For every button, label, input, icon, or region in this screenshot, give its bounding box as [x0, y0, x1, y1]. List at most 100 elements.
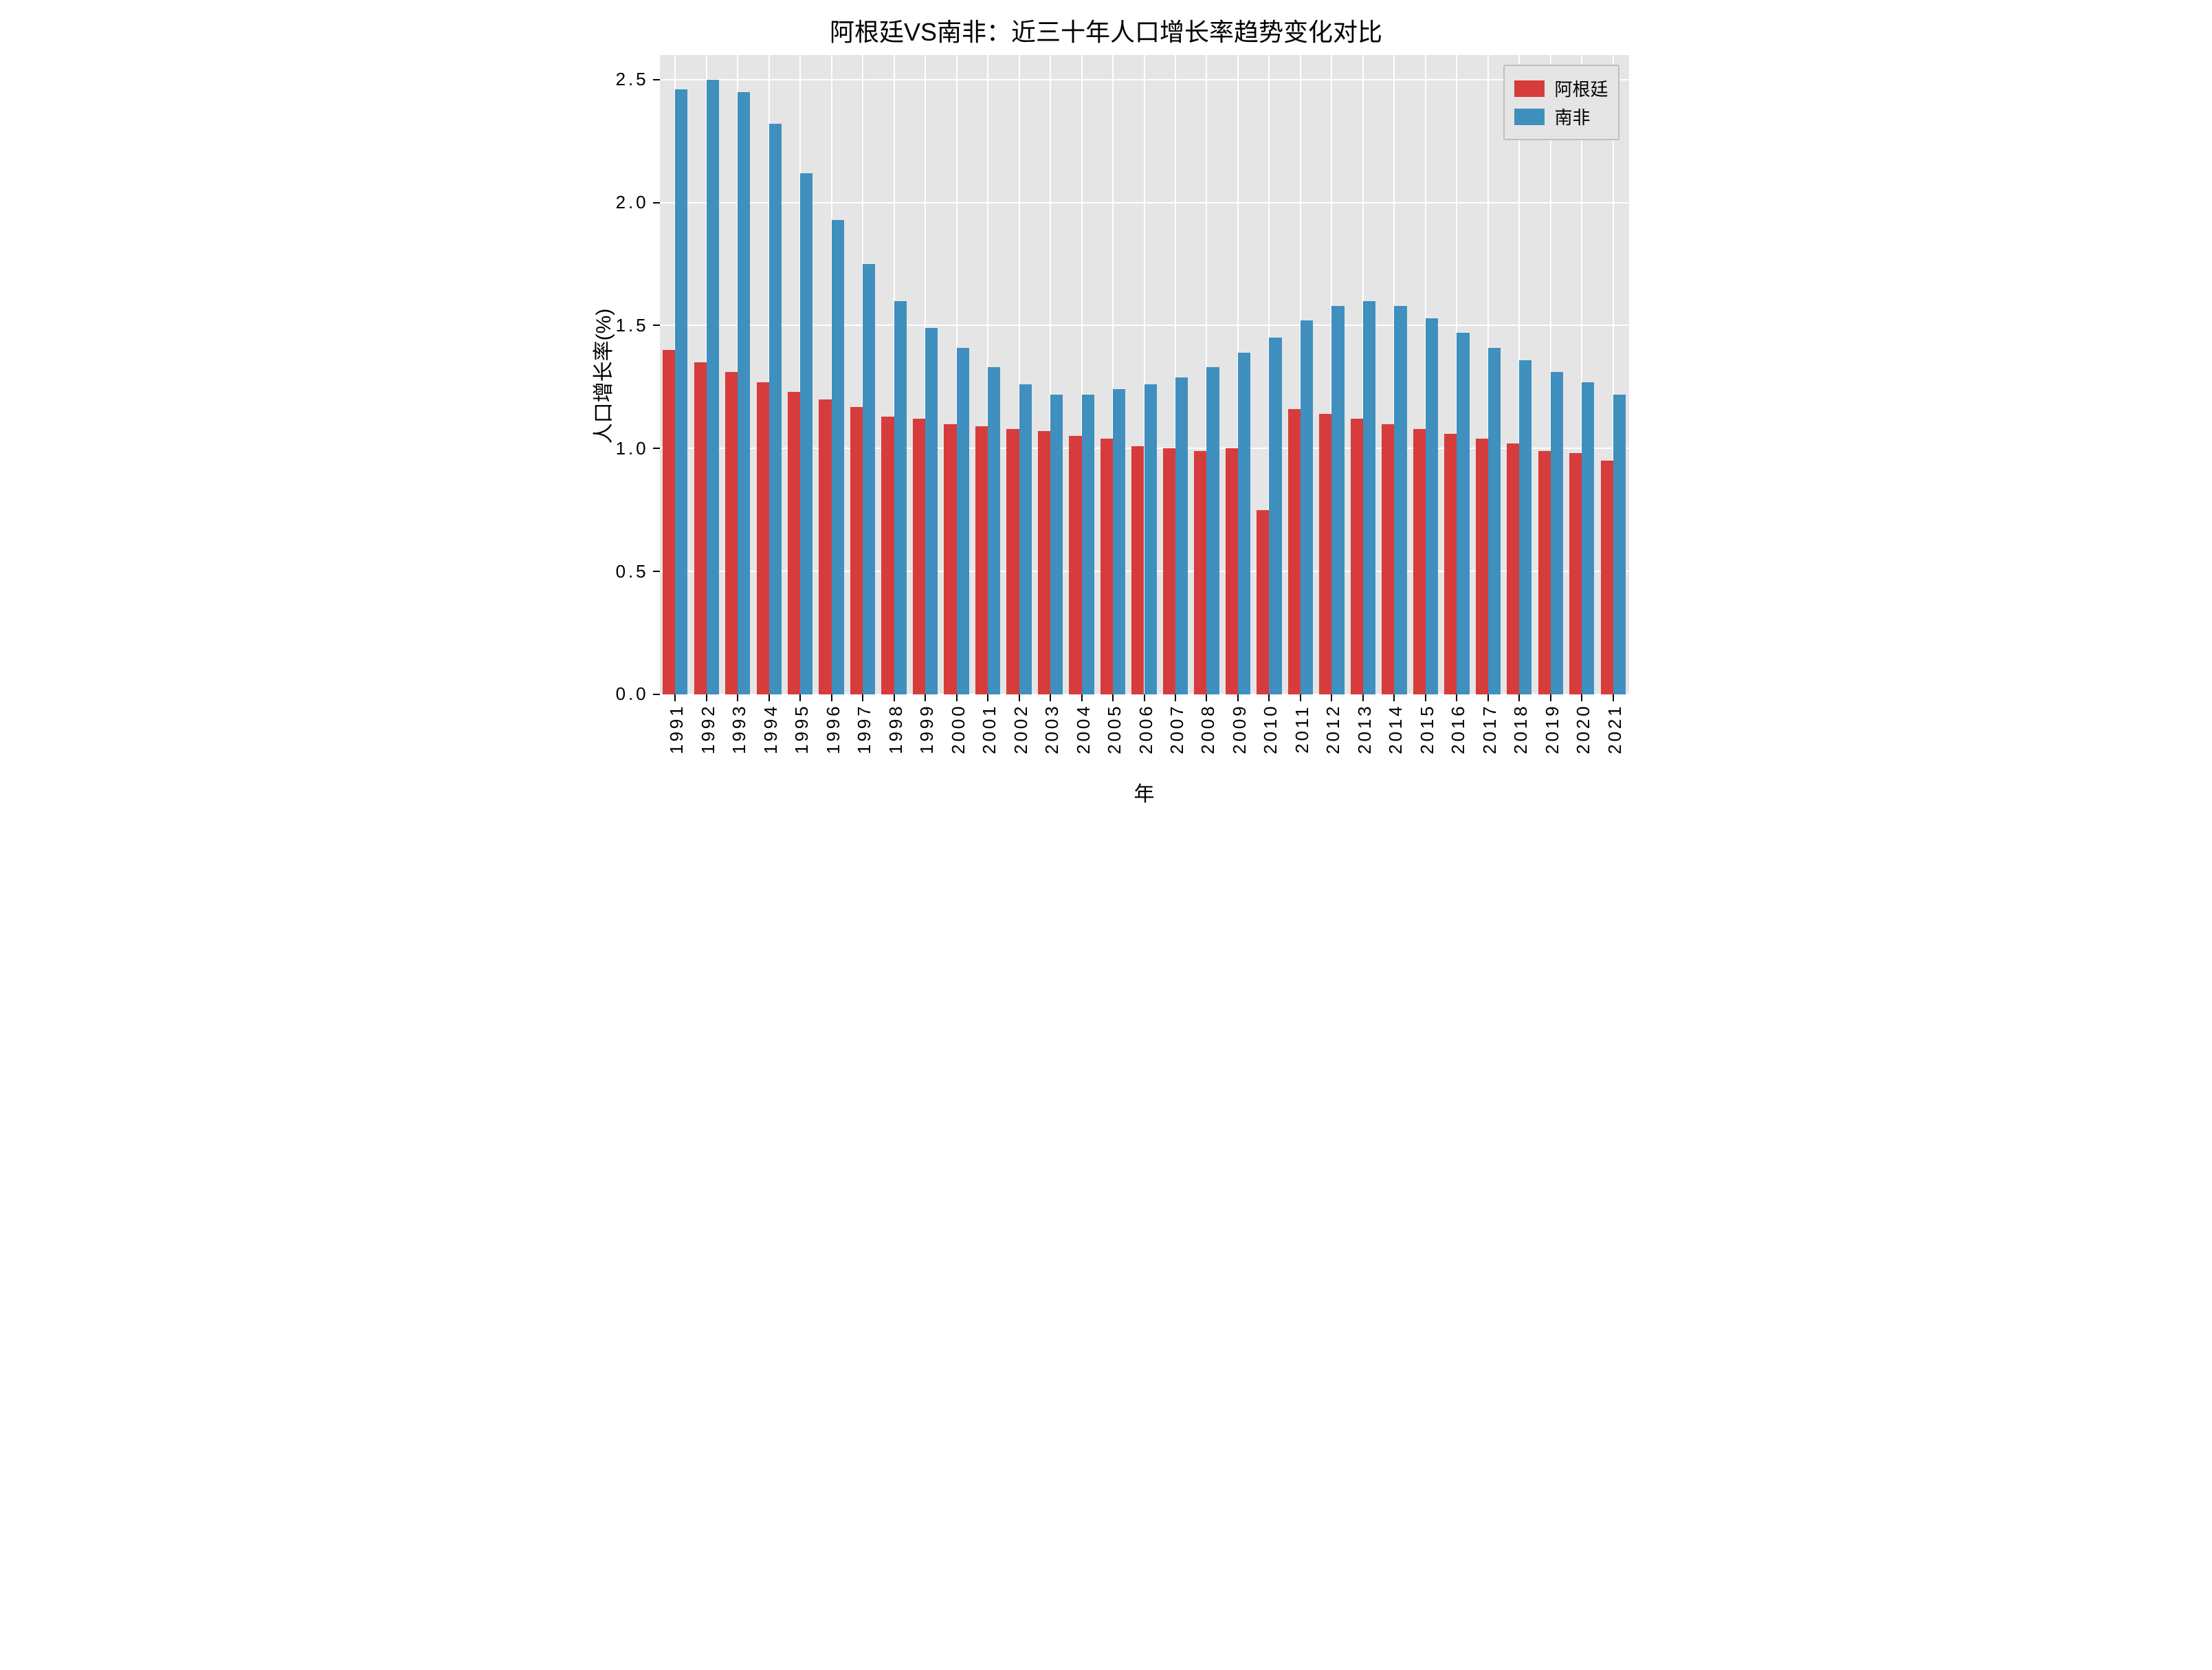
- x-tick-mark: [1393, 694, 1395, 701]
- legend-item: 南非: [1514, 104, 1608, 129]
- x-tick-mark: [1362, 694, 1364, 701]
- x-tick-label: 2000: [948, 704, 969, 773]
- y-tick-mark: [653, 79, 660, 80]
- x-tick-mark: [925, 694, 926, 701]
- bar-南非: [1269, 338, 1281, 694]
- y-tick-label: 1.0: [594, 438, 649, 459]
- bar-阿根廷: [1351, 419, 1363, 694]
- x-tick-label: 2016: [1448, 704, 1469, 773]
- x-tick-label: 2001: [979, 704, 1000, 773]
- x-tick-mark: [1425, 694, 1426, 701]
- bar-阿根廷: [819, 399, 831, 694]
- bar-南非: [1113, 389, 1125, 694]
- bar-阿根廷: [1476, 439, 1488, 694]
- bar-阿根廷: [975, 426, 988, 694]
- legend-swatch: [1514, 109, 1545, 125]
- x-tick-mark: [1237, 694, 1239, 701]
- bar-阿根廷: [1006, 429, 1019, 694]
- x-tick-mark: [987, 694, 988, 701]
- x-tick-label: 2013: [1354, 704, 1375, 773]
- bar-南非: [832, 220, 844, 694]
- x-tick-mark: [706, 694, 707, 701]
- bar-南非: [925, 328, 938, 694]
- figure: 阿根廷VS南非：近三十年人口增长率趋势变化对比 人口增长率(%) 年 阿根廷南非…: [553, 0, 1659, 835]
- x-tick-mark: [1019, 694, 1020, 701]
- bar-阿根廷: [1131, 446, 1144, 694]
- y-tick-mark: [653, 694, 660, 695]
- x-tick-mark: [674, 694, 676, 701]
- x-tick-mark: [1550, 694, 1551, 701]
- x-tick-mark: [862, 694, 863, 701]
- x-tick-mark: [1175, 694, 1176, 701]
- bar-阿根廷: [1538, 451, 1551, 694]
- x-tick-label: 1996: [823, 704, 844, 773]
- x-tick-label: 1992: [698, 704, 719, 773]
- bar-阿根廷: [1038, 431, 1050, 694]
- x-tick-mark: [1613, 694, 1614, 701]
- bar-南非: [1144, 384, 1157, 694]
- bar-南非: [863, 264, 875, 694]
- bar-南非: [1613, 395, 1626, 694]
- x-tick-label: 1994: [760, 704, 782, 773]
- bar-南非: [1426, 318, 1438, 694]
- x-tick-label: 2014: [1385, 704, 1406, 773]
- legend-label: 阿根廷: [1554, 76, 1608, 101]
- bar-阿根廷: [1413, 429, 1426, 694]
- x-tick-mark: [1331, 694, 1332, 701]
- y-tick-label: 1.5: [594, 315, 649, 336]
- x-tick-label: 2012: [1323, 704, 1344, 773]
- bar-南非: [1019, 384, 1032, 694]
- bar-南非: [1082, 395, 1094, 694]
- bar-阿根廷: [850, 407, 863, 695]
- x-tick-mark: [1518, 694, 1520, 701]
- bar-南非: [1457, 333, 1469, 694]
- bar-阿根廷: [757, 382, 769, 694]
- bar-阿根廷: [725, 372, 738, 694]
- y-tick-mark: [653, 448, 660, 449]
- bar-阿根廷: [913, 419, 925, 694]
- bar-阿根廷: [1069, 436, 1081, 694]
- bar-阿根廷: [1382, 424, 1394, 694]
- x-tick-label: 2006: [1136, 704, 1157, 773]
- bar-阿根廷: [1163, 448, 1175, 694]
- chart-title: 阿根廷VS南非：近三十年人口增长率趋势变化对比: [553, 12, 1659, 48]
- x-tick-label: 2010: [1260, 704, 1281, 773]
- x-tick-mark: [1456, 694, 1457, 701]
- bar-阿根廷: [881, 417, 894, 694]
- x-tick-label: 2008: [1197, 704, 1219, 773]
- bar-南非: [1238, 353, 1250, 694]
- bar-阿根廷: [944, 424, 956, 694]
- y-tick-mark: [653, 202, 660, 204]
- legend-item: 阿根廷: [1514, 76, 1608, 101]
- x-tick-mark: [1050, 694, 1051, 701]
- x-tick-label: 2003: [1041, 704, 1063, 773]
- y-tick-mark: [653, 325, 660, 326]
- x-tick-mark: [1144, 694, 1145, 701]
- x-tick-mark: [894, 694, 895, 701]
- bar-南非: [1175, 377, 1188, 694]
- y-tick-label: 0.0: [594, 683, 649, 705]
- x-tick-label: 2019: [1542, 704, 1563, 773]
- y-tick-label: 2.0: [594, 192, 649, 213]
- bar-阿根廷: [1444, 434, 1457, 694]
- x-tick-mark: [1581, 694, 1582, 701]
- x-tick-label: 2011: [1292, 704, 1313, 773]
- plot-area: [660, 55, 1629, 694]
- legend-label: 南非: [1554, 104, 1590, 129]
- x-tick-mark: [737, 694, 738, 701]
- bar-南非: [1363, 301, 1375, 694]
- x-tick-mark: [1081, 694, 1083, 701]
- bar-南非: [1394, 306, 1406, 694]
- bar-南非: [800, 173, 812, 694]
- x-tick-label: 1997: [854, 704, 875, 773]
- x-tick-mark: [1487, 694, 1489, 701]
- bar-南非: [1050, 395, 1063, 694]
- bar-南非: [957, 348, 969, 694]
- bar-南非: [738, 92, 750, 694]
- bar-南非: [1551, 372, 1563, 694]
- bar-南非: [1301, 320, 1313, 694]
- bar-阿根廷: [1507, 443, 1519, 694]
- bar-阿根廷: [788, 392, 800, 694]
- bar-阿根廷: [1601, 461, 1613, 694]
- bar-南非: [1331, 306, 1344, 694]
